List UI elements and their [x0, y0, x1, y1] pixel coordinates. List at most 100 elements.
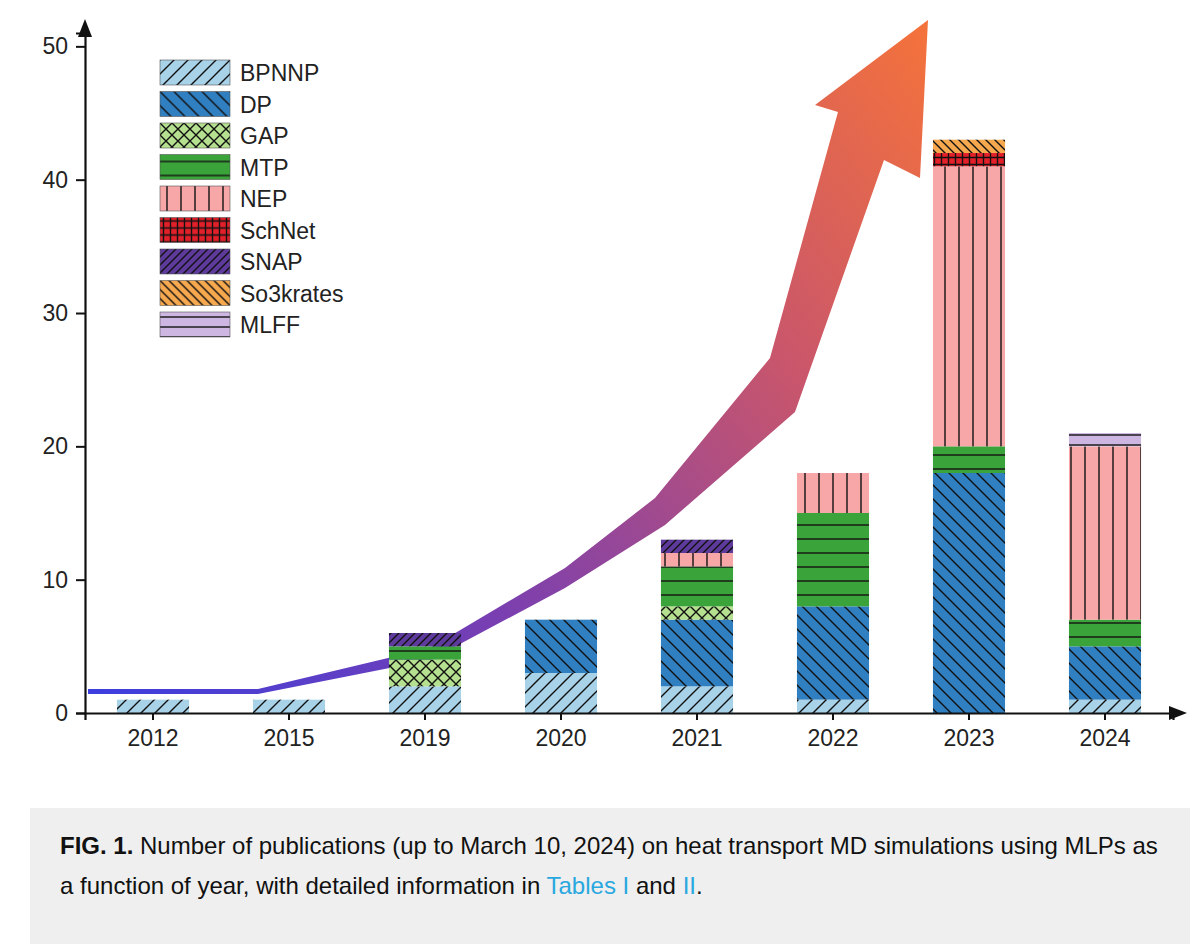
series-bars: [933, 140, 1005, 153]
legend-label: DP: [240, 92, 272, 118]
bar-segment: [117, 699, 189, 700]
tick-label: 10: [42, 567, 68, 593]
bar-segment: [797, 473, 869, 474]
legend-swatch: [160, 218, 230, 243]
bar-segment: [389, 633, 461, 634]
bar-segment: [253, 699, 325, 700]
legend-swatch: [160, 249, 230, 274]
bar-segment: [117, 699, 189, 700]
bar-segment: [117, 699, 189, 700]
bar-segment: [661, 539, 733, 540]
tick-mark: [76, 579, 85, 581]
tick-mark: [76, 179, 85, 181]
bars: [117, 140, 1141, 713]
tick: 2021: [671, 713, 722, 751]
tick-mark: [152, 713, 154, 720]
bar-segment: [797, 473, 869, 474]
tick-label: 20: [42, 433, 68, 459]
tick-label: 2024: [1079, 725, 1130, 751]
legend-entry: GAP: [160, 123, 289, 149]
legend-label: So3krates: [240, 281, 344, 307]
y-axis: 01020304050: [42, 33, 85, 726]
bar-segment: [525, 619, 597, 620]
series-bars: [389, 446, 1141, 659]
tick-label: 2023: [943, 725, 994, 751]
tick-label: 2019: [399, 725, 450, 751]
bar-segment: [253, 699, 325, 700]
legend-entry: NEP: [160, 186, 287, 212]
tick-label: 2022: [807, 725, 858, 751]
bar-segment: [1069, 433, 1141, 446]
bar-segment: [117, 699, 189, 700]
caption-text: .: [696, 872, 703, 899]
tick-label: 0: [55, 700, 68, 726]
bar-segment: [117, 700, 189, 713]
trend-arrow: [88, 20, 928, 694]
bar-segment: [1069, 620, 1141, 647]
tick-mark: [560, 713, 562, 720]
tick: 0: [55, 700, 85, 726]
axis-arrowhead: [78, 19, 92, 37]
tick: 20: [42, 433, 85, 459]
bar-segment: [933, 166, 1005, 446]
tick-label: 2015: [263, 725, 314, 751]
legend-entry: SchNet: [160, 218, 316, 244]
legend-label: NEP: [240, 186, 287, 212]
tick-mark: [832, 713, 834, 720]
caption-text: and: [629, 872, 682, 899]
bar-segment: [253, 699, 325, 700]
series-bars: [661, 166, 1141, 619]
axis-line: [86, 714, 1174, 721]
bar-segment: [389, 633, 461, 634]
bar-segment: [661, 606, 733, 619]
tick-mark: [1104, 713, 1106, 720]
legend-label: MLFF: [240, 312, 300, 338]
tick-mark: [76, 446, 85, 448]
bar-segment: [933, 473, 1005, 713]
legend-entry: SNAP: [160, 249, 303, 275]
bar-segment: [117, 699, 189, 700]
bar-segment: [253, 699, 325, 700]
tick-mark: [76, 713, 85, 715]
bar-segment: [117, 699, 189, 700]
bar-segment: [525, 673, 597, 713]
legend-label: SNAP: [240, 249, 303, 275]
legend-entry: MLFF: [160, 312, 300, 338]
tick: 2012: [127, 713, 178, 751]
caption-box: FIG. 1. Number of publications (up to Ma…: [30, 808, 1190, 944]
bar-segment: [797, 606, 869, 699]
bar-segment: [525, 620, 597, 673]
tick-label: 50: [42, 33, 68, 59]
bar-segment: [253, 699, 325, 700]
bar-segment: [253, 699, 325, 700]
bar-segment: [1069, 446, 1141, 619]
bar-segment: [253, 699, 325, 700]
x-axis: 2012 2015 2019 2020 2021 2022 2023 2024: [86, 713, 1174, 751]
legend-swatch: [160, 281, 230, 306]
bar-segment: [525, 619, 597, 620]
tick-mark: [76, 313, 85, 315]
series-bars: [933, 153, 1005, 166]
legend-label: MTP: [240, 155, 289, 181]
bar-segment: [525, 619, 597, 620]
legend-entry: BPNNP: [160, 60, 319, 86]
tick-mark: [696, 713, 698, 720]
axis-arrowhead: [1169, 706, 1187, 720]
tick: 2019: [399, 713, 450, 751]
bar-segment: [661, 540, 733, 553]
bar-segment: [661, 686, 733, 713]
bar-segment: [525, 619, 597, 620]
caption-text: II: [683, 872, 696, 899]
bar-segment: [525, 619, 597, 620]
tick: 50: [42, 33, 85, 59]
legend-entry: So3krates: [160, 281, 344, 307]
bar-segment: [525, 619, 597, 620]
legend-swatch: [160, 92, 230, 117]
tick: 2020: [535, 713, 586, 751]
tick: 2024: [1079, 713, 1130, 751]
bar-segment: [253, 700, 325, 713]
series-bars: [525, 473, 1141, 713]
tick-label: 2012: [127, 725, 178, 751]
tick-mark: [424, 713, 426, 720]
series-bars: [389, 540, 733, 647]
